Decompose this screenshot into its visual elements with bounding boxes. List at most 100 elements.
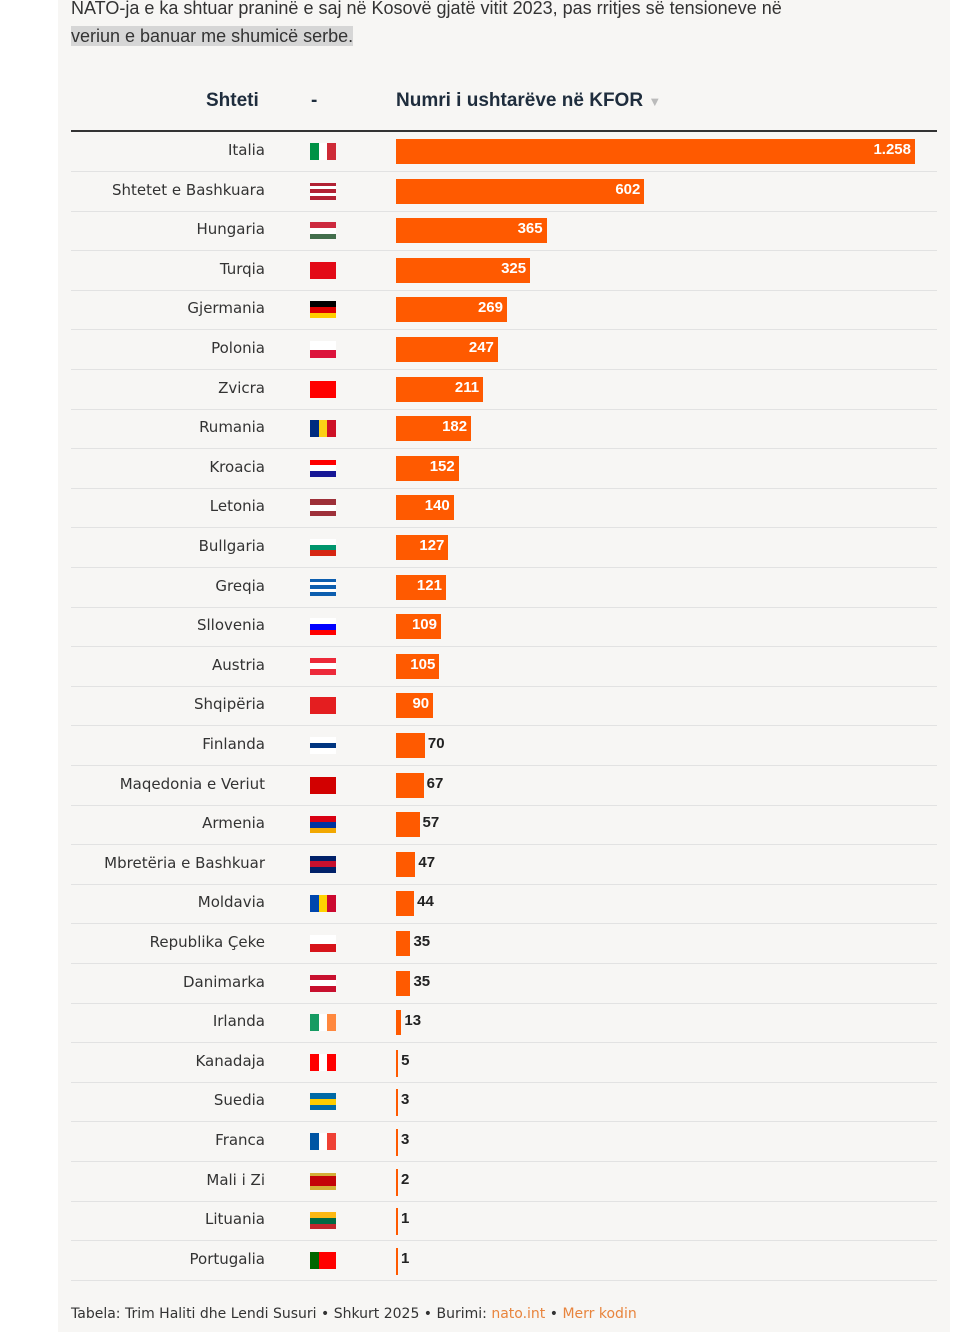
table-row: Suedia 3	[71, 1082, 937, 1123]
value-label: 47	[418, 853, 436, 871]
flag-icon	[310, 935, 336, 952]
bar	[396, 535, 449, 560]
value-label: 67	[426, 774, 444, 792]
flag-icon	[310, 1093, 336, 1111]
country-name: Shqipëria	[194, 695, 265, 714]
bar	[396, 1129, 398, 1156]
country-name: Portugalia	[189, 1249, 265, 1268]
bar	[396, 1049, 398, 1077]
flag-icon	[310, 816, 336, 834]
flag-icon	[310, 1014, 337, 1032]
get-code-link[interactable]: Merr kodin	[562, 1306, 637, 1322]
flag-icon	[310, 539, 336, 557]
value-label: 1.258	[873, 141, 911, 158]
value-label: 105	[410, 655, 436, 673]
country-name: Finlanda	[202, 735, 265, 753]
value-label: 5	[401, 1051, 410, 1069]
table-row: Portugalia 1	[71, 1241, 937, 1281]
flag-icon	[310, 222, 336, 240]
flag-icon	[310, 1172, 336, 1190]
country-name: Republika Çeke	[149, 933, 265, 951]
column-header-flag[interactable]: -	[311, 90, 318, 111]
bar	[396, 178, 645, 204]
flag-icon	[310, 737, 336, 755]
country-name: Irlanda	[212, 1012, 265, 1031]
value-label: 2	[401, 1170, 410, 1188]
table-row: Gjermania 269	[71, 290, 937, 331]
bar	[396, 1010, 402, 1036]
bar	[396, 772, 424, 798]
flag-icon	[310, 341, 336, 358]
value-label: 3	[401, 1131, 410, 1148]
flag-icon	[310, 420, 337, 438]
table-row: Greqia 121	[71, 568, 937, 608]
value-label: 57	[422, 814, 440, 832]
country-name: Shtetet e Bashkuara	[112, 180, 265, 199]
flag-icon	[310, 974, 336, 992]
header-divider	[71, 130, 937, 132]
footer-separator: •	[545, 1306, 563, 1322]
value-label: 269	[477, 299, 503, 317]
bar	[396, 257, 531, 283]
value-label: 90	[412, 695, 430, 713]
table-row: Kanadaja 5	[71, 1043, 937, 1083]
intro-line-1: NATO-ja e ka shtuar praninë e saj në Kos…	[71, 0, 782, 18]
table-row: Danimarka 35	[71, 964, 937, 1004]
country-name: Danimarka	[182, 972, 265, 991]
flag-icon	[310, 1251, 337, 1269]
country-name: Mbretëria e Bashkuar	[104, 853, 265, 872]
table-row: Turqia 325	[71, 251, 937, 291]
country-name: Sllovenia	[196, 616, 265, 635]
country-name: Austria	[212, 655, 265, 674]
bar	[396, 376, 484, 402]
flag-icon	[310, 1212, 336, 1230]
country-name: Polonia	[211, 339, 265, 357]
bar	[396, 297, 507, 323]
table-row: Irlanda 13	[71, 1003, 937, 1044]
country-name: Moldavia	[197, 893, 265, 912]
bar	[396, 693, 434, 719]
bar	[396, 574, 446, 600]
table-row: Maqedonia e Veriut 67	[71, 766, 937, 806]
table-row: Polonia 247	[71, 330, 937, 370]
bar	[396, 1168, 398, 1196]
value-label: 182	[442, 418, 468, 436]
table-row: Rumania 182	[71, 409, 937, 450]
country-name: Mali i Zi	[206, 1170, 265, 1189]
country-name: Letonia	[209, 497, 265, 516]
bar	[396, 416, 472, 442]
value-label: 109	[411, 616, 437, 634]
flag-icon	[310, 261, 336, 279]
column-header-soldiers[interactable]: Numri i ushtarëve në KFOR ▼	[396, 90, 661, 112]
value-label: 44	[417, 893, 434, 911]
column-header-country[interactable]: Shteti	[206, 90, 259, 111]
value-label: 325	[501, 259, 527, 277]
flag-icon	[310, 697, 336, 715]
table-row: Austria 105	[71, 647, 937, 687]
table-row: Franca 3	[71, 1122, 937, 1162]
bar	[396, 1247, 398, 1275]
value-label: 127	[419, 537, 445, 554]
intro-text: NATO-ja e ka shtuar praninë e saj në Kos…	[71, 0, 931, 50]
bar	[396, 218, 547, 244]
country-name: Maqedonia e Veriut	[119, 774, 265, 793]
table-row: Armenia 57	[71, 805, 937, 846]
value-label: 70	[427, 735, 445, 752]
value-label: 247	[468, 339, 494, 356]
country-name: Hungaria	[196, 220, 265, 239]
bar	[396, 653, 440, 679]
table-row: Lituania 1	[71, 1201, 937, 1242]
flag-icon	[310, 459, 336, 477]
table-row: Finlanda 70	[71, 726, 937, 766]
flag-icon	[310, 301, 336, 319]
sort-descending-icon[interactable]: ▼	[648, 94, 662, 109]
source-link[interactable]: nato.int	[491, 1306, 546, 1322]
country-name: Kroacia	[209, 457, 265, 476]
flag-icon	[310, 499, 336, 517]
flag-icon	[310, 657, 336, 675]
flag-icon	[310, 578, 336, 596]
country-name: Gjermania	[187, 299, 265, 318]
value-label: 35	[413, 972, 431, 990]
table-row: Letonia 140	[71, 488, 937, 529]
flag-icon	[310, 776, 336, 794]
